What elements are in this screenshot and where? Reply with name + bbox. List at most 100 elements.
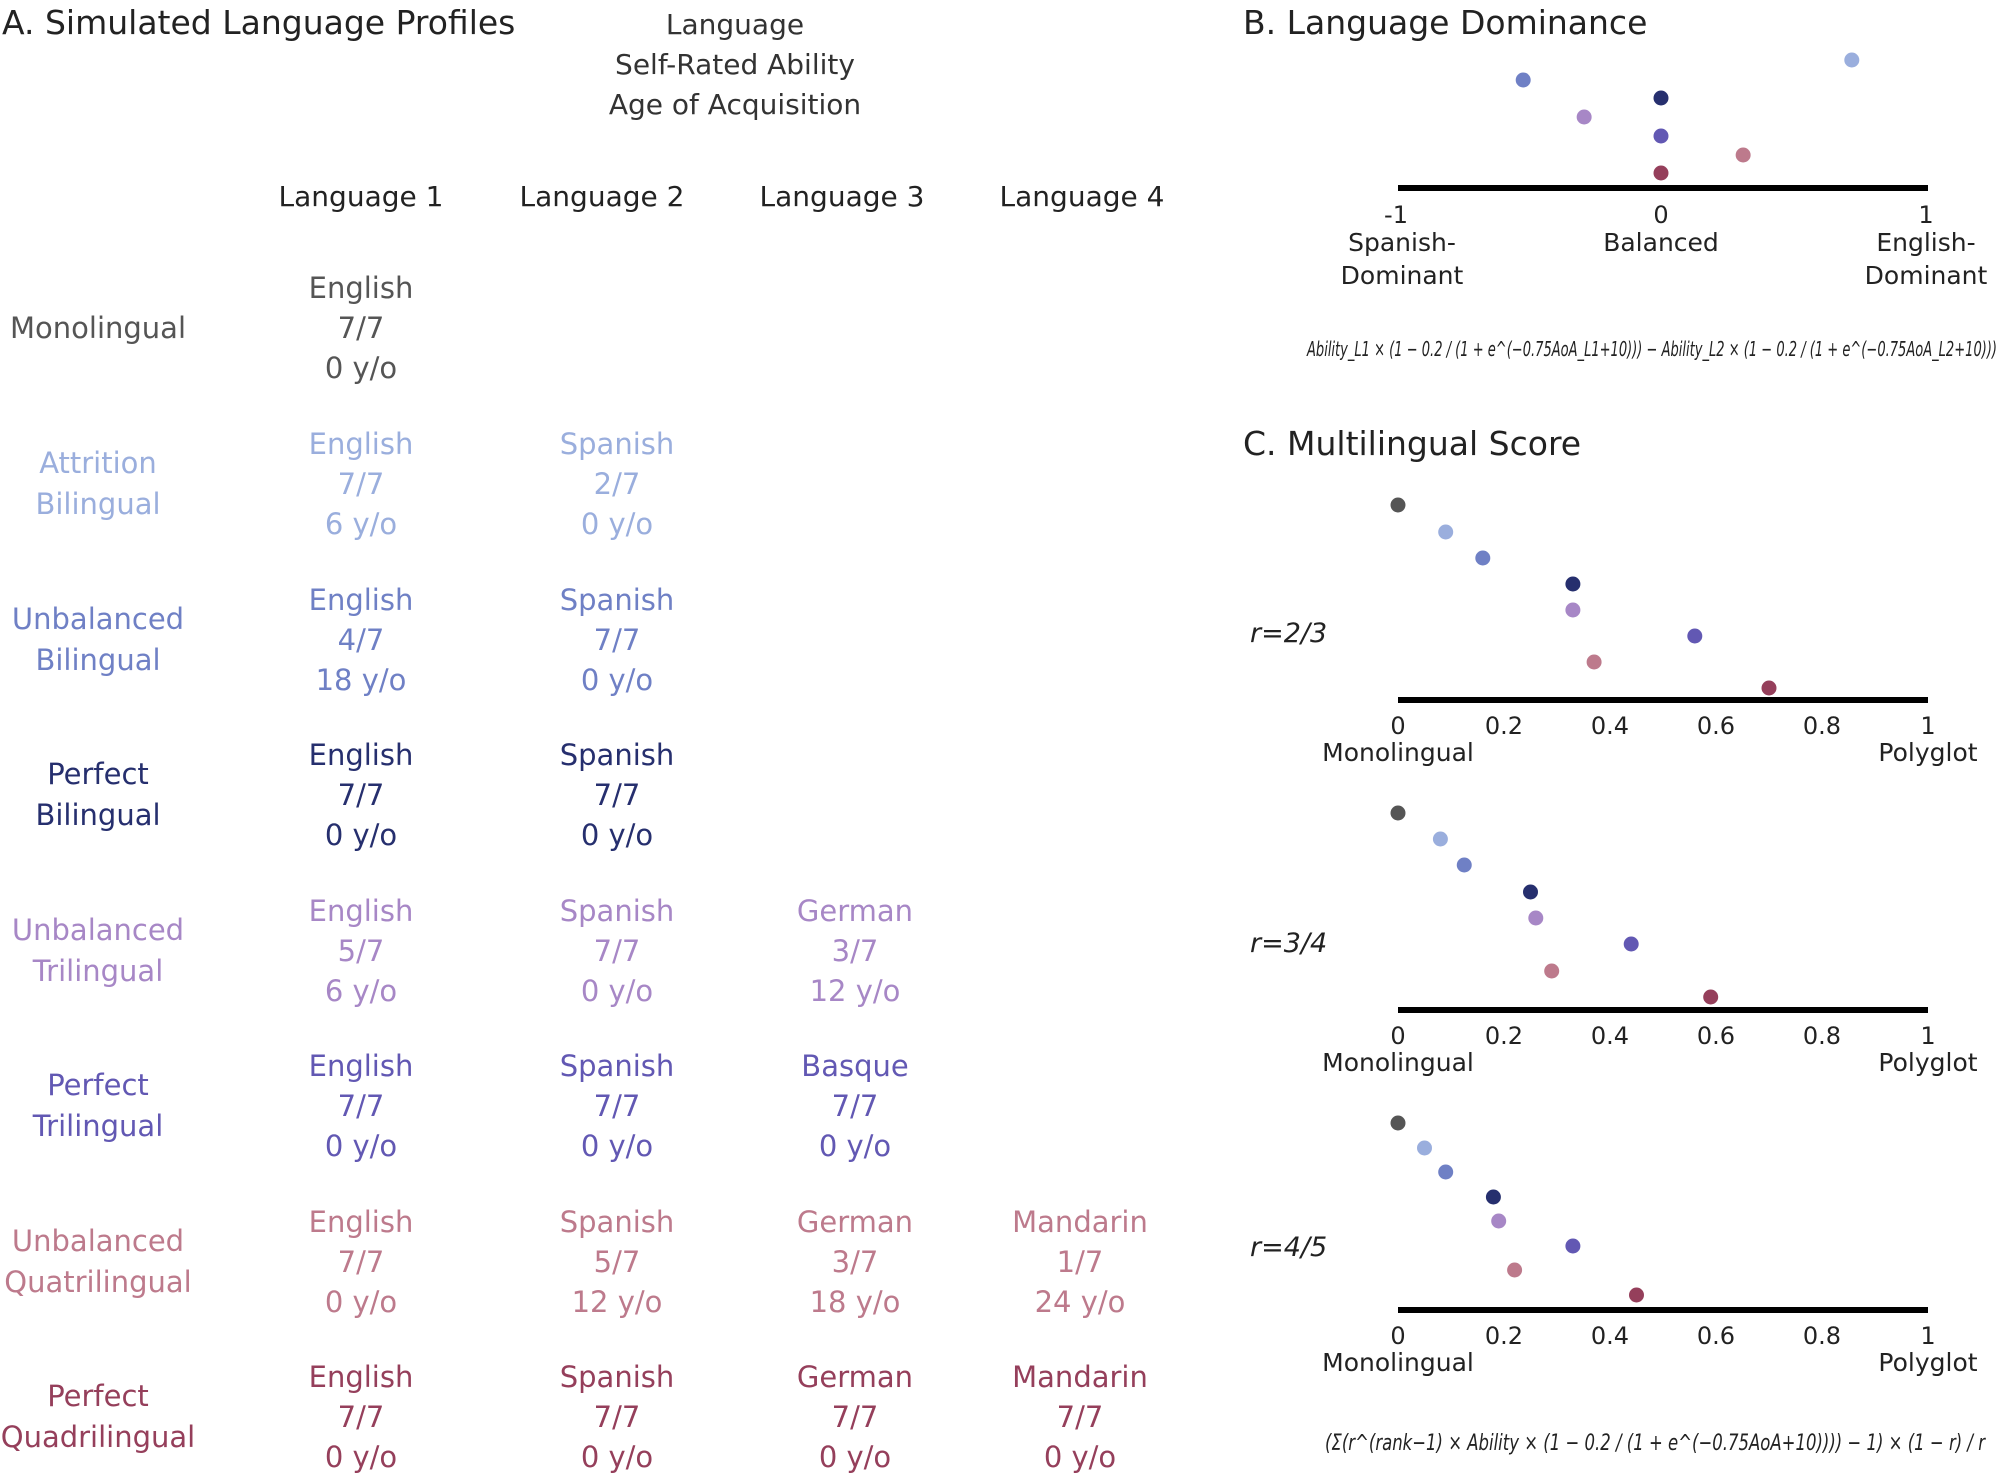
language-cell: Spanish 7/7 0 y/o: [517, 735, 717, 855]
tick-label: 0.6: [1697, 1322, 1735, 1350]
axis-end-label: Dominant: [1341, 261, 1464, 290]
language-cell-line: German: [796, 1205, 914, 1239]
tick-label: 0: [1390, 1022, 1405, 1050]
tick-label: 0.4: [1591, 1322, 1629, 1350]
language-cell-line: Basque: [801, 1049, 909, 1083]
dominance-point: [1653, 165, 1669, 181]
tick-label: 1: [1920, 712, 1935, 740]
score-point: [1485, 1189, 1501, 1205]
language-cell: Spanish 5/7 12 y/o: [517, 1202, 717, 1322]
profile-label-line: Unbalanced: [11, 913, 185, 947]
score-point: [1565, 1238, 1581, 1254]
profile-label: Perfect Bilingual: [0, 754, 198, 836]
language-cell-line: 6 y/o: [324, 974, 398, 1008]
profile-label-line: Trilingual: [32, 954, 164, 988]
score-point: [1390, 497, 1406, 513]
language-cell-line: 7/7: [337, 1089, 385, 1123]
language-cell: Basque 7/7 0 y/o: [755, 1046, 955, 1166]
tick-label: 0.6: [1697, 1022, 1735, 1050]
language-cell-line: 7/7: [337, 467, 385, 501]
score-point: [1565, 602, 1581, 618]
language-cell-line: 0 y/o: [1043, 1440, 1117, 1474]
language-cell-line: Mandarin: [1012, 1360, 1148, 1394]
language-cell-line: English: [308, 894, 414, 928]
column-header-language-4: Language 4: [999, 180, 1165, 213]
language-cell-line: 0 y/o: [818, 1440, 892, 1474]
language-cell-line: 0 y/o: [324, 1285, 398, 1319]
language-cell: Mandarin 7/7 0 y/o: [980, 1357, 1180, 1477]
axis-end-label: Polyglot: [1878, 738, 1977, 767]
language-cell-line: 3/7: [831, 934, 879, 968]
profile-label-line: Monolingual: [10, 310, 186, 345]
tick-label: 0: [1390, 712, 1405, 740]
profile-label: Perfect Trilingual: [0, 1065, 198, 1147]
score-point: [1629, 1287, 1644, 1303]
score-point: [1438, 1164, 1454, 1180]
tick-label: -1: [1384, 201, 1408, 229]
language-cell-line: 7/7: [1056, 1400, 1104, 1434]
language-cell-line: 7/7: [593, 778, 641, 812]
language-cell: German 3/7 18 y/o: [755, 1202, 955, 1322]
dominance-point: [1515, 72, 1531, 88]
score-point: [1417, 1140, 1432, 1156]
language-cell-line: 0 y/o: [580, 974, 654, 1008]
profile-label: Unbalanced Quatrilingual: [0, 1221, 198, 1303]
language-cell: Spanish 7/7 0 y/o: [517, 1046, 717, 1166]
profile-label: Unbalanced Bilingual: [0, 599, 198, 681]
language-cell-line: English: [308, 271, 414, 305]
tick-label: 0.8: [1803, 1022, 1841, 1050]
language-cell-line: 5/7: [593, 1245, 641, 1279]
language-cell-line: 5/7: [337, 934, 385, 968]
language-cell-line: 3/7: [831, 1245, 879, 1279]
language-cell-line: Mandarin: [1012, 1205, 1148, 1239]
score-formula: (Σ(r^(rank−1) × Ability × (1 − 0.2 / (1 …: [1325, 1431, 1986, 1456]
language-cell-line: Spanish: [559, 1049, 675, 1083]
tick-label: 0.8: [1803, 712, 1841, 740]
key-language: Language: [665, 8, 805, 41]
language-cell-line: Spanish: [559, 1360, 675, 1394]
column-header-language-2: Language 2: [519, 180, 685, 213]
language-cell-line: 7/7: [593, 934, 641, 968]
language-cell-line: 0 y/o: [580, 663, 654, 697]
profile-label-line: Perfect: [47, 1379, 149, 1413]
language-cell-line: 7/7: [337, 778, 385, 812]
profile-label-line: Perfect: [47, 1068, 149, 1102]
language-cell-line: 24 y/o: [1034, 1285, 1126, 1319]
language-cell-line: 7/7: [593, 623, 641, 657]
axis-end-label: Balanced: [1603, 228, 1719, 257]
axis-end-label: Spanish-: [1348, 228, 1456, 257]
language-cell-line: English: [308, 427, 414, 461]
score-point: [1523, 884, 1538, 900]
profile-label-line: Quadrilingual: [0, 1420, 196, 1454]
profile-label: Perfect Quadrilingual: [0, 1376, 198, 1458]
language-cell-line: German: [796, 894, 914, 928]
tick-label: 0.8: [1803, 1322, 1841, 1350]
dominance-point: [1844, 52, 1860, 68]
key-aoa: Age of Acquisition: [608, 88, 862, 121]
language-cell-line: English: [308, 1205, 414, 1239]
axis-end-label: Polyglot: [1878, 1048, 1977, 1077]
panel-a-title: A. Simulated Language Profiles: [2, 3, 516, 42]
profile-label-line: Unbalanced: [11, 602, 185, 636]
score-point: [1623, 936, 1639, 952]
language-cell-line: Spanish: [559, 1205, 675, 1239]
language-cell-line: 6 y/o: [324, 507, 398, 541]
profile-label: Unbalanced Trilingual: [0, 910, 198, 992]
score-point: [1432, 831, 1448, 847]
language-cell-line: 12 y/o: [571, 1285, 663, 1319]
language-cell-line: 7/7: [337, 1400, 385, 1434]
tick-label: 0.2: [1485, 1022, 1523, 1050]
tick-label: 0.6: [1697, 712, 1735, 740]
dominance-point: [1653, 90, 1669, 106]
language-cell: Spanish 2/7 0 y/o: [517, 424, 717, 544]
language-cell-line: 0 y/o: [818, 1129, 892, 1163]
dominance-formula: Ability_L1 × (1 − 0.2 / (1 + e^(−0.75AoA…: [1306, 337, 1997, 361]
key-ability: Self-Rated Ability: [615, 48, 855, 81]
r-label: r=3/4: [1250, 928, 1327, 959]
language-cell-line: 1/7: [1056, 1245, 1104, 1279]
language-cell: English 7/7 0 y/o: [261, 1357, 461, 1477]
score-point: [1507, 1262, 1523, 1278]
score-point: [1390, 1115, 1406, 1131]
language-cell: English 7/7 6 y/o: [261, 424, 461, 544]
profile-label-line: Bilingual: [35, 643, 161, 677]
